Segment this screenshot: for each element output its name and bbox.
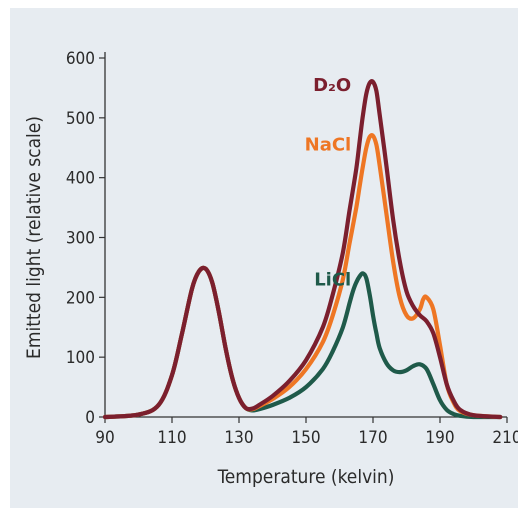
- x-tick-label: 150: [291, 428, 320, 448]
- series-labels: D₂O NaCl LiCl: [305, 75, 352, 290]
- x-tick-label: 110: [157, 428, 186, 448]
- x-tick-label: 130: [224, 428, 253, 448]
- series-label-nacl: NaCl: [305, 135, 352, 156]
- ticks: 90 110 130 150 170 190 210 0 100 200 300 400 500 600: [66, 49, 518, 448]
- y-tick-label: 400: [66, 169, 95, 189]
- y-tick-label: 600: [66, 49, 95, 69]
- y-tick-label: 200: [66, 288, 95, 308]
- y-axis-title: Emitted light (relative scale): [23, 116, 45, 359]
- x-tick-label: 90: [95, 428, 114, 448]
- y-tick-label: 300: [66, 229, 95, 249]
- y-tick-label: 500: [66, 109, 95, 129]
- curves: [102, 79, 503, 420]
- series-line-nacl: [102, 133, 503, 420]
- series-line-d2o: [102, 79, 503, 420]
- y-tick-label: 100: [66, 348, 95, 368]
- x-axis-title: Temperature (kelvin): [217, 466, 395, 488]
- x-tick-label: 170: [358, 428, 387, 448]
- x-tick-label: 210: [492, 428, 518, 448]
- series-label-licl: LiCl: [314, 269, 351, 290]
- chart-panel: 90 110 130 150 170 190 210 0 100 200 300 400 500 600 …: [10, 8, 518, 508]
- series-label-d2o: D₂O: [313, 75, 351, 96]
- y-tick-label: 0: [85, 408, 95, 428]
- emitted-light-chart: 90 110 130 150 170 190 2100100200300400500600 …: [23, 49, 518, 488]
- x-tick-label: 190: [425, 428, 454, 448]
